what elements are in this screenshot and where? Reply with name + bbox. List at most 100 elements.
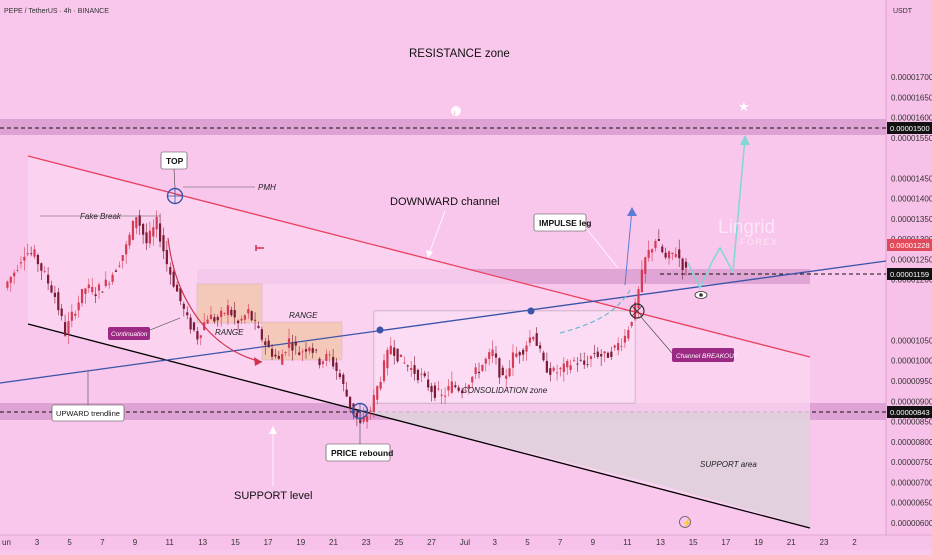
- candle-body[interactable]: [488, 352, 491, 359]
- candle-body[interactable]: [460, 390, 464, 394]
- candle-body[interactable]: [467, 385, 470, 389]
- downward-channel-upper-line[interactable]: [27, 155, 811, 358]
- candle-body[interactable]: [542, 352, 545, 361]
- candle-body[interactable]: [369, 410, 372, 412]
- candle-body[interactable]: [298, 352, 301, 355]
- candle-body[interactable]: [291, 343, 294, 351]
- candle-body[interactable]: [484, 358, 487, 364]
- candle-body[interactable]: [508, 368, 511, 377]
- candle-body[interactable]: [97, 284, 101, 291]
- candle-body[interactable]: [566, 360, 569, 368]
- candle-body[interactable]: [433, 385, 437, 398]
- candle-body[interactable]: [454, 385, 457, 388]
- candle-body[interactable]: [206, 319, 209, 324]
- candle-body[interactable]: [498, 358, 501, 378]
- candle-body[interactable]: [440, 394, 443, 396]
- symbol-header[interactable]: PEPE / TetherUS · 4h · BINANCE: [4, 8, 109, 15]
- candle-body[interactable]: [233, 310, 236, 318]
- candle-body[interactable]: [284, 352, 287, 353]
- candle-body[interactable]: [325, 354, 328, 361]
- candle-body[interactable]: [189, 317, 192, 330]
- candle-body[interactable]: [376, 386, 379, 400]
- candle-body[interactable]: [545, 360, 548, 373]
- candle-body[interactable]: [647, 249, 650, 258]
- candle-body[interactable]: [610, 351, 613, 358]
- candle-body[interactable]: [240, 318, 243, 321]
- candle-body[interactable]: [270, 348, 274, 357]
- candle-body[interactable]: [87, 284, 90, 289]
- candle-body[interactable]: [589, 356, 593, 360]
- candle-body[interactable]: [257, 325, 260, 328]
- candle-body[interactable]: [403, 362, 406, 364]
- candle-body[interactable]: [216, 316, 219, 321]
- candle-body[interactable]: [443, 395, 447, 397]
- candle-body[interactable]: [9, 276, 12, 283]
- candle-body[interactable]: [108, 283, 111, 285]
- candle-body[interactable]: [399, 354, 403, 357]
- candle-body[interactable]: [138, 215, 141, 226]
- candle-body[interactable]: [522, 349, 525, 355]
- candle-body[interactable]: [362, 416, 365, 422]
- candle-body[interactable]: [593, 353, 596, 355]
- candle-body[interactable]: [277, 355, 280, 359]
- candle-body[interactable]: [169, 267, 172, 275]
- candle-body[interactable]: [338, 373, 342, 377]
- candle-body[interactable]: [230, 309, 233, 316]
- candle-body[interactable]: [630, 321, 633, 326]
- candle-body[interactable]: [681, 258, 684, 271]
- candle-body[interactable]: [152, 227, 155, 237]
- candle-body[interactable]: [243, 315, 247, 320]
- candle-body[interactable]: [406, 365, 409, 367]
- candle-body[interactable]: [135, 217, 138, 229]
- candle-body[interactable]: [23, 256, 26, 261]
- candle-body[interactable]: [192, 322, 196, 331]
- candle-body[interactable]: [501, 367, 504, 376]
- candle-body[interactable]: [423, 373, 426, 377]
- candle-body[interactable]: [684, 261, 688, 268]
- candle-body[interactable]: [664, 252, 667, 258]
- candle-body[interactable]: [477, 371, 481, 374]
- candle-body[interactable]: [606, 352, 610, 358]
- candle-body[interactable]: [162, 235, 165, 252]
- candle-body[interactable]: [226, 305, 230, 316]
- candle-body[interactable]: [40, 263, 43, 271]
- candle-body[interactable]: [623, 335, 627, 343]
- candle-body[interactable]: [213, 317, 216, 322]
- candle-body[interactable]: [634, 302, 637, 320]
- candle-body[interactable]: [650, 249, 654, 253]
- candle-body[interactable]: [396, 348, 399, 362]
- candle-body[interactable]: [121, 255, 124, 261]
- candle-body[interactable]: [57, 292, 60, 311]
- candle-body[interactable]: [382, 360, 386, 381]
- candle-body[interactable]: [70, 311, 73, 321]
- candle-body[interactable]: [532, 336, 535, 340]
- candle-body[interactable]: [430, 385, 433, 393]
- candle-body[interactable]: [644, 257, 647, 274]
- candle-body[interactable]: [16, 269, 19, 271]
- candle-body[interactable]: [281, 354, 284, 365]
- candle-body[interactable]: [26, 253, 29, 255]
- candle-body[interactable]: [549, 368, 552, 375]
- price-axis[interactable]: 0.00001700 0.00001650 0.00001600 0.00001550…: [891, 73, 932, 528]
- candle-body[interactable]: [413, 365, 416, 374]
- candle-body[interactable]: [186, 312, 189, 316]
- candle-body[interactable]: [342, 374, 345, 385]
- candle-body[interactable]: [237, 320, 240, 324]
- candle-body[interactable]: [63, 322, 67, 336]
- upward-trendline[interactable]: [0, 260, 887, 384]
- candle-body[interactable]: [372, 394, 375, 413]
- candle-body[interactable]: [131, 220, 135, 240]
- candle-body[interactable]: [494, 353, 498, 358]
- candle-body[interactable]: [678, 249, 681, 259]
- candle-body[interactable]: [80, 288, 84, 304]
- candle-body[interactable]: [596, 351, 599, 357]
- downward-channel-lower-line[interactable]: [27, 323, 811, 529]
- candle-body[interactable]: [19, 262, 23, 264]
- candle-body[interactable]: [77, 302, 80, 311]
- candle-body[interactable]: [640, 269, 643, 292]
- candle-body[interactable]: [332, 356, 335, 367]
- candle-body[interactable]: [196, 331, 199, 340]
- candle-body[interactable]: [569, 365, 572, 370]
- candle-body[interactable]: [464, 389, 467, 391]
